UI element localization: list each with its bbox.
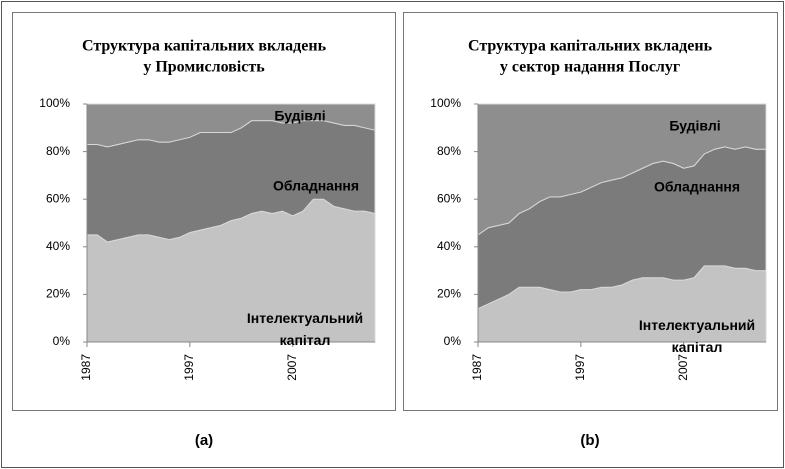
series-label: Обладнання <box>654 179 740 195</box>
chart-title: у Промисловість <box>143 59 265 76</box>
x-tick-label: 1987 <box>470 354 484 381</box>
y-tick-label: 100% <box>39 96 70 110</box>
series-label: Інтелектуальний капітал <box>638 317 756 355</box>
series-label: Інтелектуальний капітал <box>246 310 364 348</box>
x-tick-label: 1997 <box>573 354 587 381</box>
caption: (b) <box>580 432 599 449</box>
y-tick-label: 100% <box>430 96 461 110</box>
y-tick-label: 20% <box>437 287 461 301</box>
series-label: Будівлі <box>669 118 720 134</box>
caption: (a) <box>195 432 213 449</box>
x-tick-label: 2007 <box>676 354 690 381</box>
area <box>477 103 767 236</box>
chart-frame <box>12 12 396 411</box>
y-tick-label: 0% <box>444 334 462 348</box>
y-tick-label: 60% <box>46 191 70 205</box>
y-tick-label: 80% <box>46 144 70 158</box>
y-tick-label: 0% <box>53 334 71 348</box>
y-tick-label: 40% <box>46 239 70 253</box>
y-tick-label: 20% <box>46 287 70 301</box>
area <box>86 103 376 148</box>
y-tick-label: 60% <box>437 191 461 205</box>
x-tick-label: 2007 <box>285 354 299 381</box>
series-label: Будівлі <box>274 108 325 124</box>
y-tick-label: 40% <box>437 239 461 253</box>
chart-title: у сектор надання Послуг <box>500 59 680 76</box>
x-tick-label: 1987 <box>79 354 93 381</box>
chart-title: Структура капітальних вкладень <box>82 38 327 55</box>
chart-frame <box>403 12 778 411</box>
y-tick-label: 80% <box>437 144 461 158</box>
x-tick-label: 1997 <box>182 354 196 381</box>
series-label: Обладнання <box>273 178 359 194</box>
chart-title: Структура капітальних вкладень <box>468 38 713 55</box>
